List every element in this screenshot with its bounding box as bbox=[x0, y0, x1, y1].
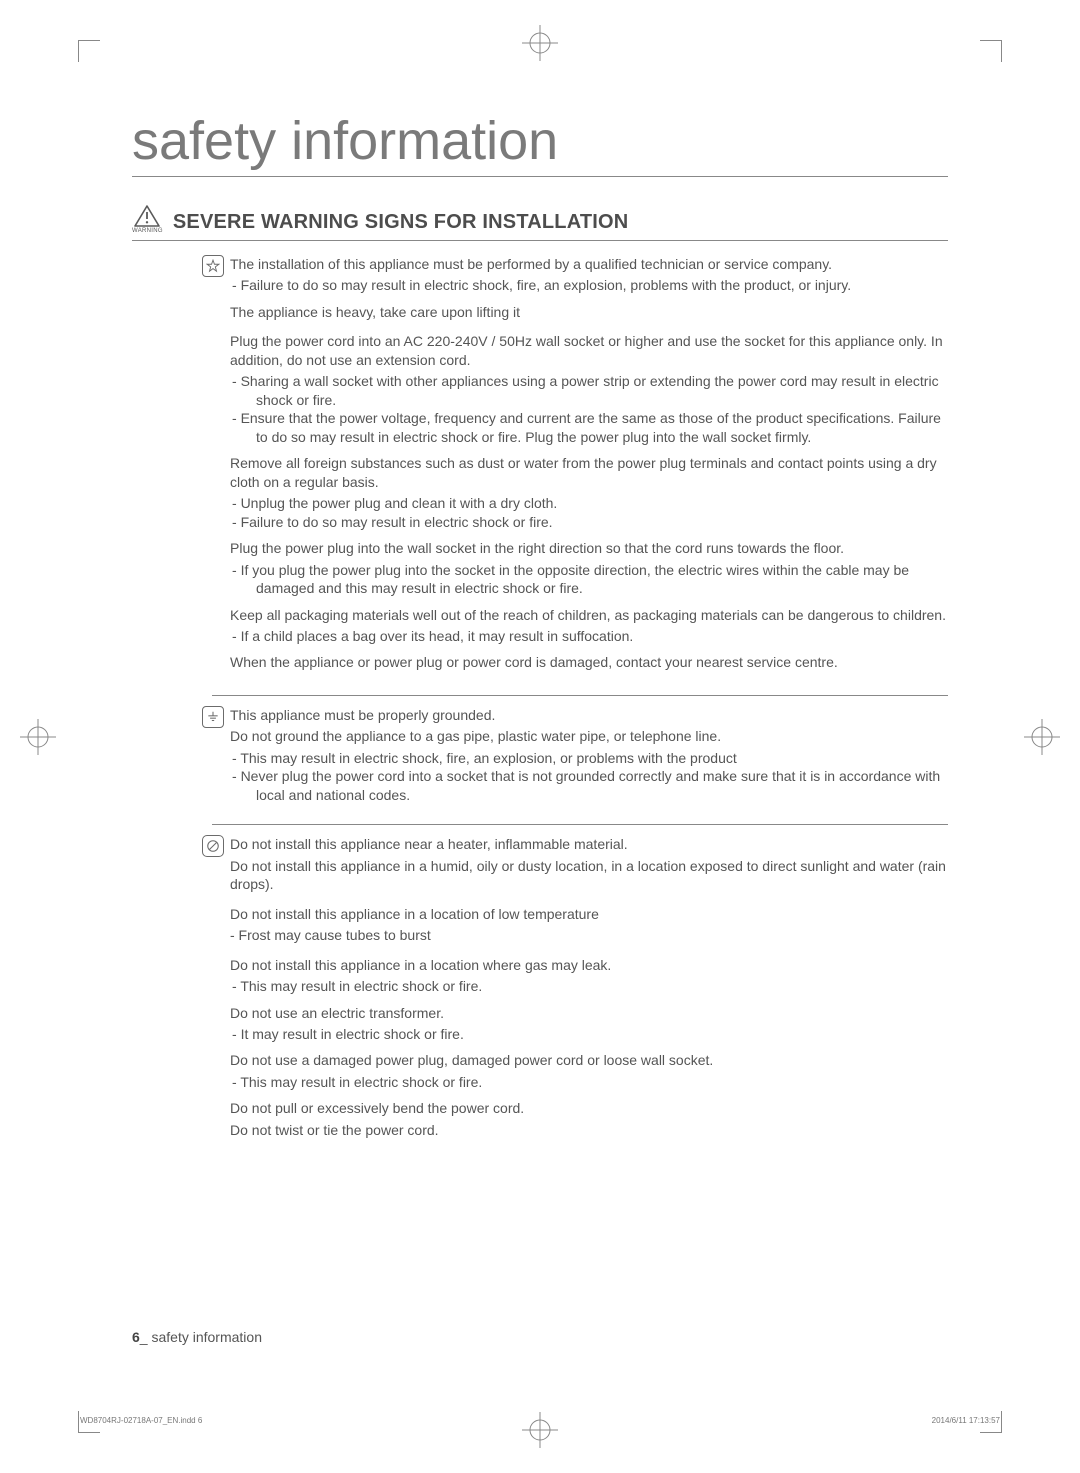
paragraph: Do not pull or excessively bend the powe… bbox=[230, 1099, 948, 1117]
footer-meta-right: 2014/6/11 17:13:57 bbox=[932, 1416, 1000, 1425]
paragraph: The appliance is heavy, take care upon l… bbox=[230, 303, 948, 321]
paragraph: Do not use a damaged power plug, damaged… bbox=[230, 1051, 948, 1069]
paragraph: This appliance must be properly grounded… bbox=[230, 706, 948, 724]
section-heading: WARNING SEVERE WARNING SIGNS FOR INSTALL… bbox=[132, 205, 948, 241]
paragraph: Do not install this appliance in a humid… bbox=[230, 857, 948, 894]
crop-mark bbox=[78, 40, 100, 62]
page: safety information WARNING SEVERE WARNIN… bbox=[0, 0, 1080, 1473]
paragraph: When the appliance or power plug or powe… bbox=[230, 653, 948, 671]
page-number-label: safety information bbox=[148, 1329, 262, 1345]
text-column: Do not install this appliance near a hea… bbox=[230, 835, 948, 1142]
text-column: The installation of this appliance must … bbox=[230, 255, 948, 675]
sub-item: If you plug the power plug into the sock… bbox=[244, 561, 948, 598]
sub-item: Ensure that the power voltage, frequency… bbox=[244, 409, 948, 446]
paragraph: Do not use an electric transformer. bbox=[230, 1004, 948, 1022]
paragraph: Do not ground the appliance to a gas pip… bbox=[230, 727, 948, 745]
sub-item: Failure to do so may result in electric … bbox=[244, 513, 948, 531]
paragraph: Do not twist or tie the power cord. bbox=[230, 1121, 948, 1139]
sub-item: If a child places a bag over its head, i… bbox=[244, 627, 948, 645]
info-block: Do not install this appliance near a hea… bbox=[132, 835, 948, 1142]
sub-item: Failure to do so may result in electric … bbox=[244, 276, 948, 294]
icon-column bbox=[202, 835, 230, 1142]
registration-mark-icon bbox=[522, 25, 558, 61]
registration-mark-icon bbox=[522, 1412, 558, 1448]
sub-item-raw: - Frost may cause tubes to burst bbox=[230, 926, 948, 944]
warning-icon: WARNING bbox=[132, 205, 163, 234]
paragraph: Keep all packaging materials well out of… bbox=[230, 606, 948, 624]
page-number-sep: _ bbox=[140, 1329, 148, 1345]
text-column: This appliance must be properly grounded… bbox=[230, 706, 948, 804]
section-title: SEVERE WARNING SIGNS FOR INSTALLATION bbox=[173, 211, 629, 234]
crop-mark bbox=[980, 40, 1002, 62]
footer-meta-left: WD8704RJ-02718A-07_EN.indd 6 bbox=[80, 1416, 202, 1425]
info-block: This appliance must be properly grounded… bbox=[132, 706, 948, 804]
info-block: The installation of this appliance must … bbox=[132, 255, 948, 675]
paragraph: Do not install this appliance in a locat… bbox=[230, 905, 948, 923]
sub-item: This may result in electric shock, fire,… bbox=[244, 749, 948, 767]
paragraph: Plug the power cord into an AC 220-240V … bbox=[230, 332, 948, 369]
sub-item: Unplug the power plug and clean it with … bbox=[244, 494, 948, 512]
paragraph: The installation of this appliance must … bbox=[230, 255, 948, 273]
divider bbox=[212, 814, 948, 825]
page-number: 6 bbox=[132, 1329, 140, 1345]
body: The installation of this appliance must … bbox=[132, 255, 948, 1142]
page-title: safety information bbox=[132, 110, 948, 177]
ground-box-icon bbox=[202, 706, 224, 728]
registration-mark-icon bbox=[20, 719, 56, 755]
sub-item: This may result in electric shock or fir… bbox=[244, 1073, 948, 1091]
divider bbox=[212, 685, 948, 696]
page-number-footer: 6_ safety information bbox=[132, 1329, 262, 1345]
paragraph: Do not install this appliance in a locat… bbox=[230, 956, 948, 974]
icon-column bbox=[202, 255, 230, 675]
warning-label: WARNING bbox=[132, 228, 163, 234]
registration-mark-icon bbox=[1024, 719, 1060, 755]
paragraph: Remove all foreign substances such as du… bbox=[230, 454, 948, 491]
paragraph: Plug the power plug into the wall socket… bbox=[230, 539, 948, 557]
paragraph: Do not install this appliance near a hea… bbox=[230, 835, 948, 853]
sub-item: It may result in electric shock or fire. bbox=[244, 1025, 948, 1043]
sub-item: This may result in electric shock or fir… bbox=[244, 977, 948, 995]
icon-column bbox=[202, 706, 230, 804]
content: safety information WARNING SEVERE WARNIN… bbox=[132, 110, 948, 1152]
sub-item: Sharing a wall socket with other applian… bbox=[244, 372, 948, 409]
prohibit-box-icon bbox=[202, 835, 224, 857]
sub-item: Never plug the power cord into a socket … bbox=[244, 767, 948, 804]
star-box-icon bbox=[202, 255, 224, 277]
